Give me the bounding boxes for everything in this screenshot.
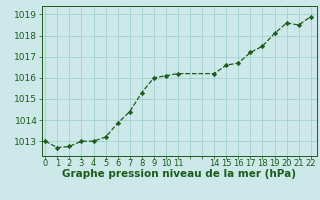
X-axis label: Graphe pression niveau de la mer (hPa): Graphe pression niveau de la mer (hPa)	[62, 169, 296, 179]
